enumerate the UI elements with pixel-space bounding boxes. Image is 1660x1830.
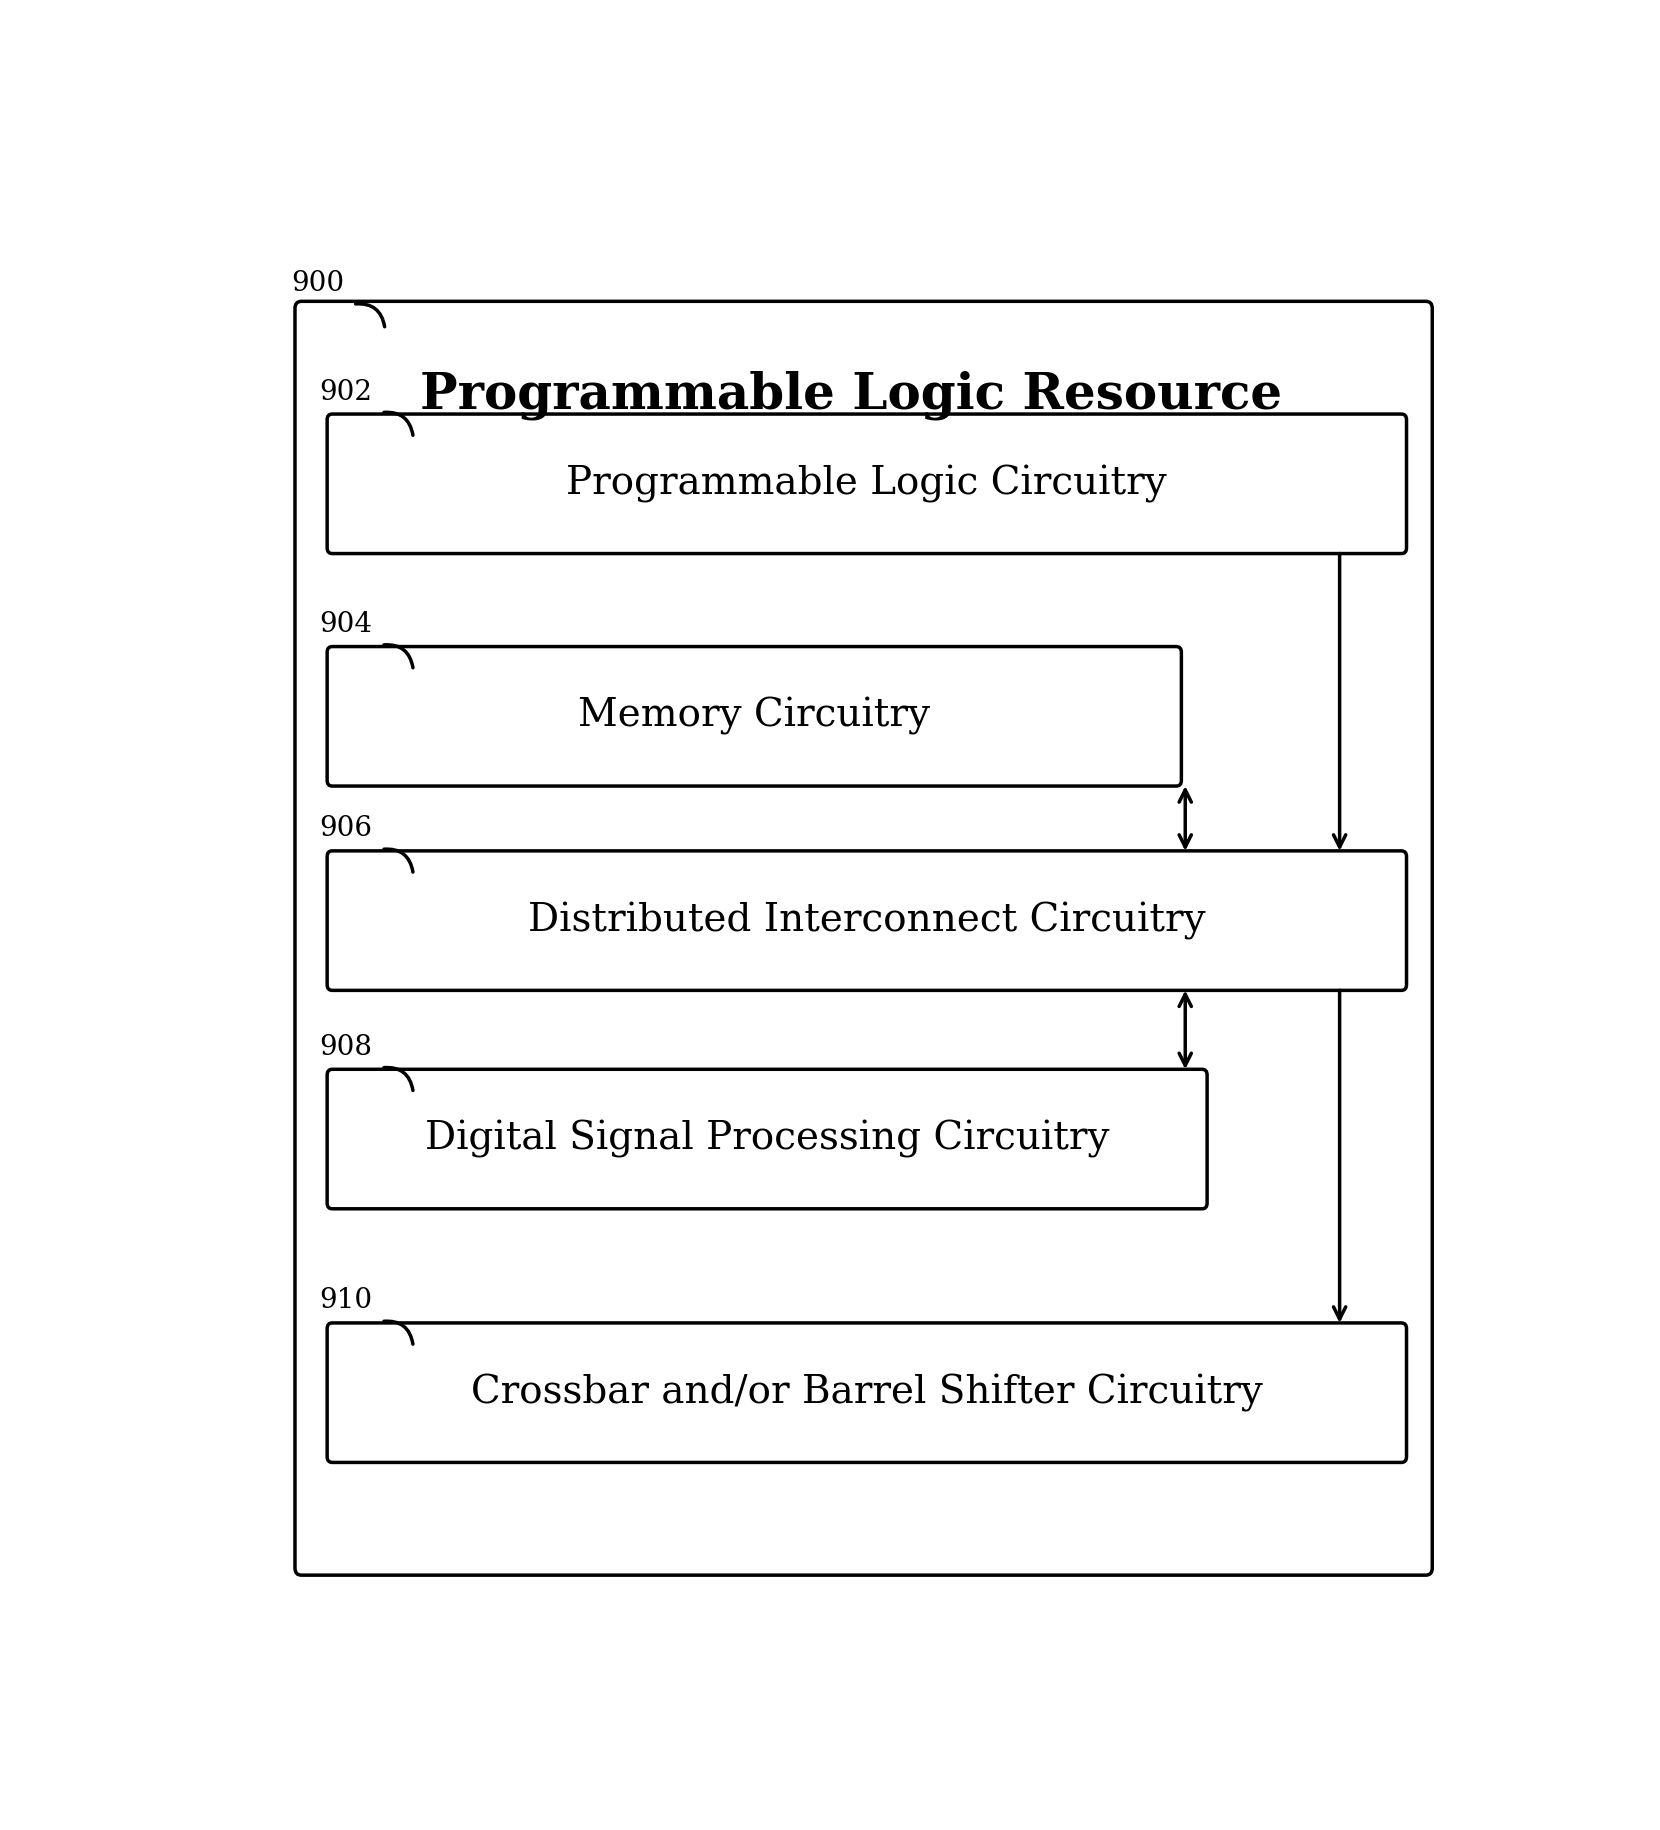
- Text: 908: 908: [319, 1034, 372, 1061]
- FancyBboxPatch shape: [327, 851, 1406, 990]
- Text: Programmable Logic Circuitry: Programmable Logic Circuitry: [566, 465, 1167, 503]
- Text: 910: 910: [319, 1288, 372, 1314]
- FancyBboxPatch shape: [327, 1323, 1406, 1462]
- Text: Programmable Logic Resource: Programmable Logic Resource: [420, 371, 1282, 421]
- Text: 900: 900: [290, 271, 344, 296]
- FancyBboxPatch shape: [327, 1069, 1207, 1210]
- Text: Memory Circuitry: Memory Circuitry: [578, 697, 930, 736]
- FancyBboxPatch shape: [327, 414, 1406, 553]
- Text: 906: 906: [319, 816, 372, 842]
- Text: Digital Signal Processing Circuitry: Digital Signal Processing Circuitry: [425, 1120, 1109, 1158]
- Text: Crossbar and/or Barrel Shifter Circuitry: Crossbar and/or Barrel Shifter Circuitry: [471, 1374, 1263, 1411]
- FancyBboxPatch shape: [327, 646, 1182, 787]
- Text: Distributed Interconnect Circuitry: Distributed Interconnect Circuitry: [528, 902, 1205, 939]
- Text: 902: 902: [319, 379, 372, 406]
- Text: 904: 904: [319, 611, 372, 639]
- FancyBboxPatch shape: [295, 302, 1433, 1576]
